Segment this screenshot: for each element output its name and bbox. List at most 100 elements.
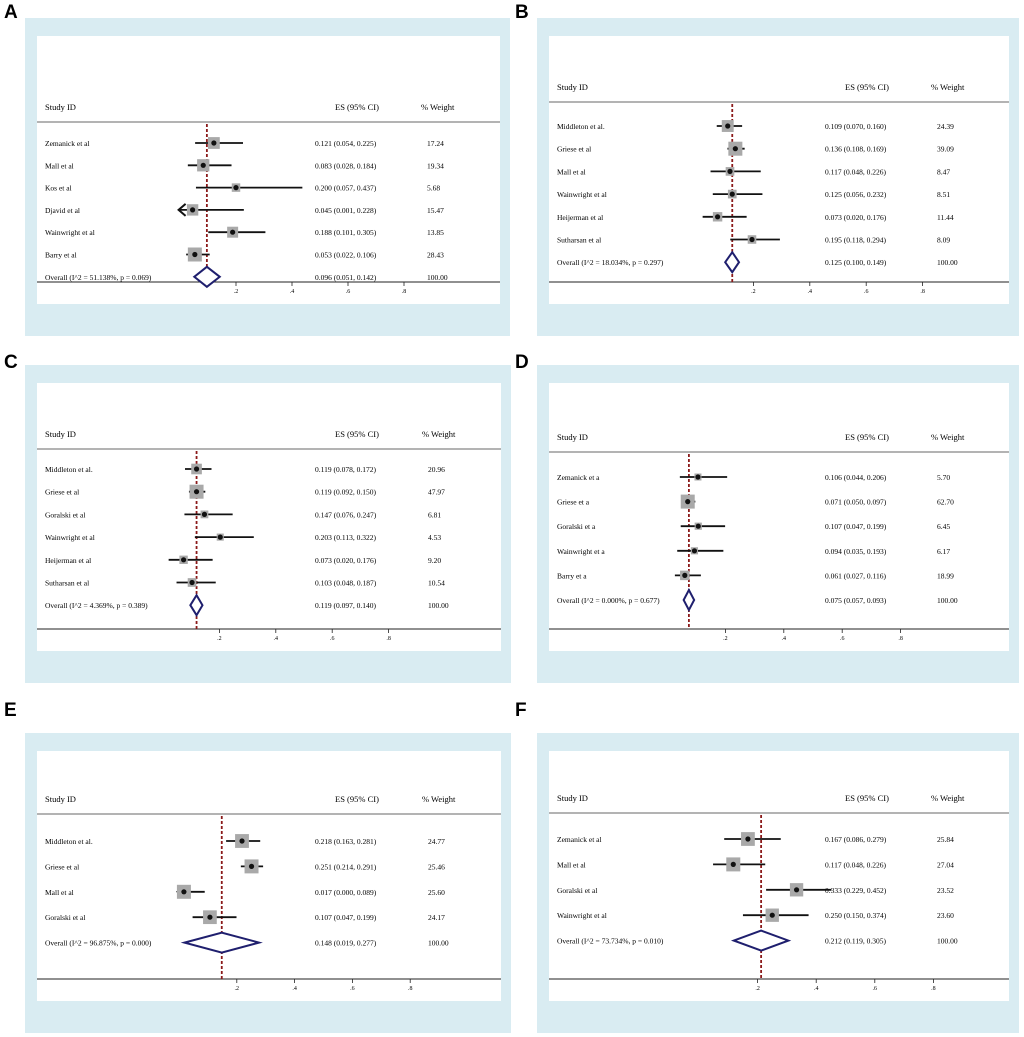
plot-area xyxy=(549,751,1009,1001)
study-point xyxy=(190,207,196,213)
header-weight: % Weight xyxy=(931,82,965,92)
x-tick-label: .4 xyxy=(274,636,279,642)
study-point xyxy=(727,168,733,174)
study-weight: 8.09 xyxy=(937,236,950,245)
panel-letter-f: F xyxy=(515,700,527,721)
study-weight: 10.54 xyxy=(428,579,445,588)
x-tick-label: .8 xyxy=(402,289,407,295)
study-point xyxy=(248,863,255,869)
overall-es-ci: 0.125 (0.100, 0.149) xyxy=(825,258,887,267)
study-es-ci: 0.073 (0.020, 0.176) xyxy=(825,213,887,222)
study-weight: 23.52 xyxy=(937,886,954,895)
study-weight: 18.99 xyxy=(937,571,954,580)
study-weight: 24.39 xyxy=(937,122,954,131)
forest-plot-panel-f: Study ID ES (95% CI) % Weight .2 .4 .6 .8 Zeman… xyxy=(537,733,1019,1033)
forest-plot-panel-e: Study ID ES (95% CI) % Weight .2 .4 .6 .8 Middl… xyxy=(25,733,511,1033)
study-point xyxy=(769,912,775,918)
study-name: Mall et al xyxy=(45,888,74,897)
x-tick-label: .6 xyxy=(873,986,878,992)
study-name: Middleton et al. xyxy=(45,837,93,846)
forest-plot-svg: Study ID ES (95% CI) % Weight .2 .4 .6 .8 Zeman… xyxy=(549,383,1009,651)
study-weight: 23.60 xyxy=(937,911,954,920)
study-name: Zemanick et a xyxy=(557,473,600,482)
overall-weight: 100.00 xyxy=(937,596,958,605)
study-name: Griese et al xyxy=(557,145,591,154)
study-weight: 20.96 xyxy=(428,465,445,474)
study-point xyxy=(695,474,701,480)
forest-plot-svg: Study ID ES (95% CI) % Weight .2 .4 .6 .8 Middl… xyxy=(37,751,501,1001)
study-point xyxy=(180,557,187,563)
study-weight: 6.81 xyxy=(428,510,441,519)
study-es-ci: 0.119 (0.078, 0.172) xyxy=(315,465,376,474)
study-point xyxy=(714,214,721,220)
study-es-ci: 0.333 (0.229, 0.452) xyxy=(825,886,887,895)
study-es-ci: 0.107 (0.047, 0.199) xyxy=(825,522,887,531)
header-study-id: Study ID xyxy=(557,793,588,803)
study-weight: 4.53 xyxy=(428,533,441,542)
x-tick-label: .8 xyxy=(898,636,903,642)
study-name: Zemanick et al xyxy=(557,835,602,844)
study-weight: 8.47 xyxy=(937,167,950,176)
header-study-id: Study ID xyxy=(45,429,76,439)
forest-plot-svg: Study ID ES (95% CI) % Weight .2 .4 .6 .8 Zeman… xyxy=(549,751,1009,1001)
study-point xyxy=(730,861,736,867)
overall-es-ci: 0.119 (0.097, 0.140) xyxy=(315,601,376,610)
study-weight: 9.20 xyxy=(428,556,441,565)
study-point xyxy=(732,146,738,152)
plot-area xyxy=(549,36,1009,304)
overall-label: Overall (I^2 = 0.000%, p = 0.677) xyxy=(557,596,660,605)
header-weight: % Weight xyxy=(422,429,456,439)
overall-label: Overall (I^2 = 51.138%, p = 0.069) xyxy=(45,273,152,282)
x-tick-label: .4 xyxy=(782,636,787,642)
x-tick-label: .2 xyxy=(751,289,756,295)
study-point xyxy=(233,185,239,191)
x-tick-label: .4 xyxy=(292,986,297,992)
x-tick-label: .8 xyxy=(386,636,391,642)
study-name: Goralski et a xyxy=(557,522,596,531)
x-tick-label: .6 xyxy=(350,986,355,992)
x-tick-label: .8 xyxy=(931,986,936,992)
study-point xyxy=(192,251,198,258)
overall-diamond xyxy=(730,929,792,952)
study-es-ci: 0.147 (0.076, 0.247) xyxy=(315,510,377,519)
study-es-ci: 0.073 (0.020, 0.176) xyxy=(315,556,377,565)
x-tick-label: .4 xyxy=(808,289,813,295)
study-point xyxy=(217,534,223,540)
study-name: Middleton et al. xyxy=(557,122,605,131)
study-point xyxy=(189,579,195,586)
study-es-ci: 0.106 (0.044, 0.206) xyxy=(825,473,887,482)
study-es-ci: 0.017 (0.000, 0.089) xyxy=(315,888,377,897)
study-weight: 15.47 xyxy=(427,206,444,215)
overall-weight: 100.00 xyxy=(428,601,449,610)
overall-diamond xyxy=(723,250,741,274)
header-weight: % Weight xyxy=(931,793,965,803)
study-weight: 27.04 xyxy=(937,860,954,869)
overall-label: Overall (I^2 = 73.734%, p = 0.010) xyxy=(557,937,664,946)
study-weight: 39.09 xyxy=(937,145,954,154)
header-es-ci: ES (95% CI) xyxy=(335,102,379,112)
panel-letter-e: E xyxy=(4,700,17,721)
study-point xyxy=(201,511,208,517)
study-weight: 19.34 xyxy=(427,161,444,170)
study-point xyxy=(691,548,698,554)
study-es-ci: 0.117 (0.048, 0.226) xyxy=(825,167,886,176)
study-name: Heijerman et al xyxy=(557,213,603,222)
study-weight: 25.46 xyxy=(428,862,445,871)
study-es-ci: 0.203 (0.113, 0.322) xyxy=(315,533,376,542)
panel-letter-a: A xyxy=(4,2,18,23)
study-weight: 5.68 xyxy=(427,184,440,193)
panel-letter-c: C xyxy=(4,352,18,373)
overall-diamond xyxy=(180,931,263,954)
overall-es-ci: 0.075 (0.057, 0.093) xyxy=(825,596,887,605)
study-point xyxy=(725,123,731,129)
study-name: Griese et a xyxy=(557,498,590,507)
study-weight: 24.77 xyxy=(428,837,445,846)
study-weight: 17.24 xyxy=(427,139,444,148)
header-weight: % Weight xyxy=(422,794,456,804)
overall-weight: 100.00 xyxy=(428,939,449,948)
header-es-ci: ES (95% CI) xyxy=(335,429,379,439)
study-name: Wainwright et a xyxy=(557,547,605,556)
study-point xyxy=(230,229,236,235)
plot-area xyxy=(37,751,501,1001)
study-es-ci: 0.119 (0.092, 0.150) xyxy=(315,488,376,497)
